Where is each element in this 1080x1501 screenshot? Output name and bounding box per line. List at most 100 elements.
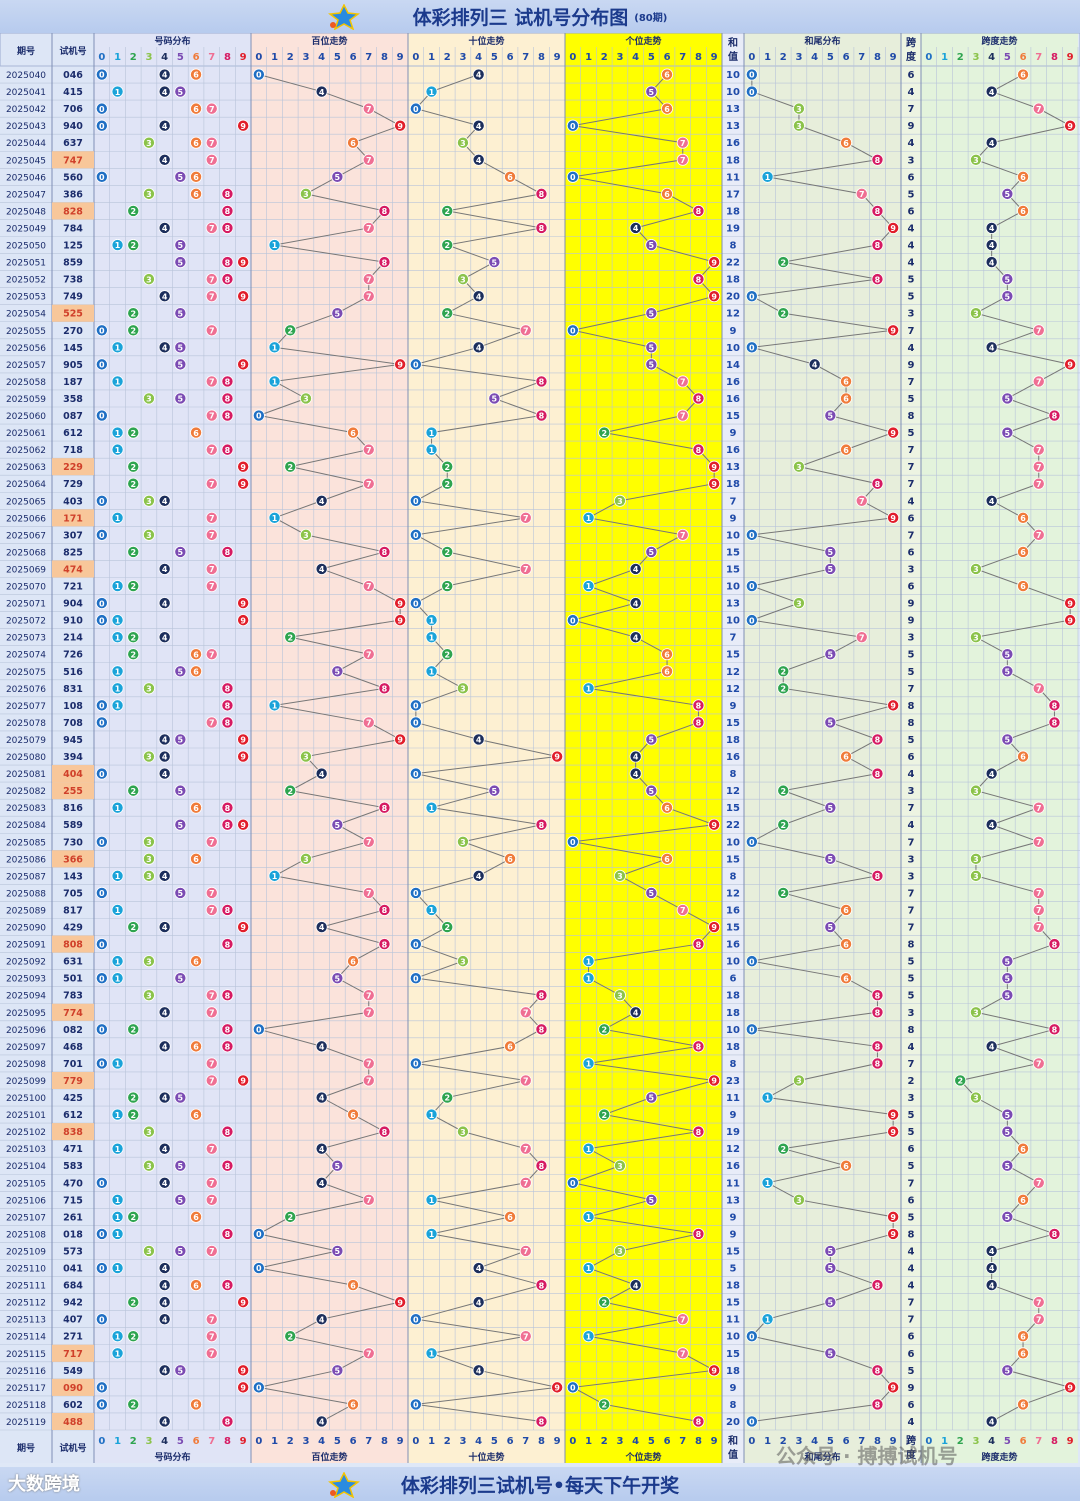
dist-ball-label: 5 xyxy=(178,344,184,353)
tens-ball-label: 1 xyxy=(429,667,435,676)
span-cell: 5 xyxy=(908,650,915,661)
sumtail-ball-label: 3 xyxy=(796,1077,802,1086)
units-ball-label: 9 xyxy=(711,1077,717,1086)
dist-ball-dot xyxy=(205,1057,218,1070)
dist-ball-dot xyxy=(221,256,234,269)
dist-ball-dot xyxy=(158,597,171,610)
span-cell: 6 xyxy=(908,172,915,183)
sum-cell: 8 xyxy=(730,1400,737,1411)
dist-ball-label: 0 xyxy=(99,326,105,335)
span-ball-dot xyxy=(969,307,982,320)
dist-ball-label: 4 xyxy=(162,633,168,642)
sumtail-ball-dot xyxy=(792,460,805,473)
header-digit-spTr-5: 5 xyxy=(1004,52,1011,63)
tens-ball-dot xyxy=(409,886,422,899)
period-cell: 2025053 xyxy=(6,293,46,303)
sumtail-ball-dot xyxy=(824,1262,837,1275)
dist-ball-dot xyxy=(158,733,171,746)
sum-cell: 13 xyxy=(726,599,740,610)
sum-cell: 15 xyxy=(726,854,740,865)
hundreds-ball-label: 7 xyxy=(366,1008,372,1017)
units-ball-dot xyxy=(613,989,626,1002)
trial-number-cell: 730 xyxy=(63,837,83,848)
units-ball-label: 0 xyxy=(570,173,576,182)
units-ball-dot xyxy=(645,733,658,746)
span-ball-label: 6 xyxy=(1020,1349,1026,1358)
period-cell: 2025074 xyxy=(6,651,46,661)
sumtail-ball-label: 8 xyxy=(875,736,881,745)
dist-ball-dot xyxy=(158,562,171,575)
units-ball-label: 5 xyxy=(649,787,655,796)
tens-ball-label: 1 xyxy=(429,1111,435,1120)
sum-cell: 18 xyxy=(726,735,740,746)
tens-ball-label: 8 xyxy=(539,378,545,387)
span-cell: 7 xyxy=(908,445,915,456)
trial-number-cell: 468 xyxy=(63,1042,83,1053)
span-cell: 6 xyxy=(908,206,915,217)
units-ball-dot xyxy=(598,1398,611,1411)
tens-ball-dot xyxy=(425,665,438,678)
sumtail-ball-label: 1 xyxy=(765,173,771,182)
dist-ball-label: 4 xyxy=(162,1281,168,1290)
sumtail-ball-dot xyxy=(745,614,758,627)
dist-ball-dot xyxy=(95,1176,108,1189)
span-cell: 5 xyxy=(908,428,915,439)
sum-cell: 23 xyxy=(726,1076,740,1087)
sum-cell: 12 xyxy=(726,309,740,320)
dist-ball-label: 2 xyxy=(130,1094,136,1103)
sum-cell: 22 xyxy=(726,258,740,269)
dist-ball-dot xyxy=(111,614,124,627)
dist-ball-label: 4 xyxy=(162,1145,168,1154)
sumtail-ball-dot xyxy=(792,597,805,610)
span-ball-dot xyxy=(1064,119,1077,132)
dist-ball-label: 8 xyxy=(225,1281,231,1290)
units-ball-label: 7 xyxy=(680,378,686,387)
span-cell: 3 xyxy=(908,1093,915,1104)
tens-ball-label: 0 xyxy=(413,889,419,898)
sumtail-ball-dot xyxy=(871,869,884,882)
sumtail-ball-dot xyxy=(824,545,837,558)
span-ball-dot xyxy=(1001,648,1014,661)
dist-ball-dot xyxy=(190,665,203,678)
span-cell: 7 xyxy=(908,1298,915,1309)
header-span-1: 跨 xyxy=(906,36,917,49)
tens-ball-dot xyxy=(535,1023,548,1036)
units-ball-label: 3 xyxy=(617,1162,623,1171)
span-ball-dot xyxy=(1048,699,1061,712)
span-ball-dot xyxy=(969,852,982,865)
dist-ball-dot xyxy=(111,972,124,985)
footer-digit-dist-9: 9 xyxy=(240,1436,247,1447)
tens-ball-label: 6 xyxy=(507,1043,513,1052)
tens-ball-dot xyxy=(519,1244,532,1257)
tens-ball-label: 7 xyxy=(523,514,529,523)
tens-ball-dot xyxy=(409,699,422,712)
dist-ball-dot xyxy=(127,204,140,217)
span-cell: 5 xyxy=(908,1110,915,1121)
dist-ball-dot xyxy=(237,358,250,371)
span-ball-label: 8 xyxy=(1052,719,1058,728)
units-ball-label: 8 xyxy=(696,1418,702,1427)
dist-ball-dot xyxy=(95,835,108,848)
span-cell: 8 xyxy=(908,411,915,422)
tens-ball-label: 3 xyxy=(460,139,466,148)
tens-ball-label: 2 xyxy=(444,309,450,318)
footer-digit-ten-9: 9 xyxy=(554,1436,561,1447)
sumtail-ball-label: 8 xyxy=(875,991,881,1000)
dist-ball-dot xyxy=(221,801,234,814)
dist-ball-dot xyxy=(111,1330,124,1343)
hundreds-ball-label: 1 xyxy=(272,514,278,523)
dist-ball-dot xyxy=(95,119,108,132)
dist-ball-label: 4 xyxy=(162,88,168,97)
header-period: 期号 xyxy=(17,45,35,57)
tens-ball-label: 4 xyxy=(476,872,482,881)
span-ball-label: 7 xyxy=(1036,378,1042,387)
hundreds-ball-dot xyxy=(362,1057,375,1070)
sum-cell: 15 xyxy=(726,1246,740,1257)
tens-ball-label: 8 xyxy=(539,1162,545,1171)
tens-ball-dot xyxy=(551,750,564,763)
span-ball-label: 7 xyxy=(1036,1315,1042,1324)
hundreds-ball-dot xyxy=(362,1193,375,1206)
hundreds-ball-label: 6 xyxy=(350,1281,356,1290)
units-ball-dot xyxy=(629,767,642,780)
span-ball-dot xyxy=(1001,273,1014,286)
